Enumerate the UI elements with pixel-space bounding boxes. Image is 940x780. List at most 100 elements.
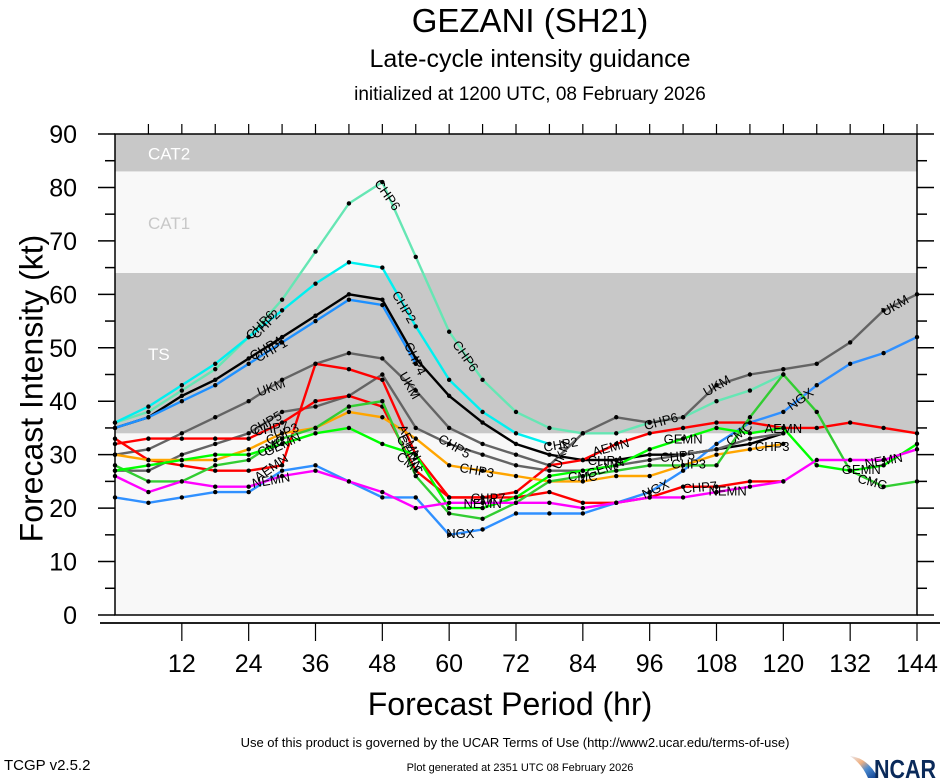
data-point xyxy=(279,436,285,441)
data-point xyxy=(279,409,285,415)
axis-ticks: 0 10 20 30 40 50 60 70 80 90 12 24 36 48 60 72 84 96 108 12… xyxy=(49,121,940,678)
x-tick-label: 132 xyxy=(829,650,871,678)
data-point xyxy=(446,393,452,399)
data-point xyxy=(313,361,318,367)
data-point xyxy=(313,425,318,431)
data-point xyxy=(847,457,853,463)
data-point xyxy=(547,441,552,447)
data-point xyxy=(747,484,753,489)
data-point xyxy=(380,356,385,361)
series-label-chp2: CHP2 xyxy=(542,434,579,455)
data-point xyxy=(279,377,285,383)
y-tick-label: 30 xyxy=(49,442,77,470)
data-point xyxy=(580,468,586,473)
x-tick-label: 60 xyxy=(435,650,463,678)
data-point xyxy=(146,404,151,409)
data-point xyxy=(346,479,352,484)
x-tick-label: 12 xyxy=(168,650,196,678)
data-point xyxy=(580,457,586,463)
data-point xyxy=(279,308,285,313)
y-axis-label: Forecast Intensity (kt) xyxy=(13,234,50,543)
data-point xyxy=(513,441,519,447)
data-point xyxy=(480,527,485,532)
data-point xyxy=(513,409,519,415)
data-point xyxy=(179,457,185,463)
series-label-chp3: CHP3 xyxy=(459,460,496,481)
data-point xyxy=(781,479,786,484)
data-point xyxy=(146,463,151,468)
data-point xyxy=(380,399,385,404)
data-point xyxy=(346,409,352,415)
y-tick-label: 0 xyxy=(63,602,77,630)
x-axis-label: Forecast Period (hr) xyxy=(367,686,653,722)
data-point xyxy=(881,308,886,313)
data-point xyxy=(346,292,352,297)
data-point xyxy=(647,473,652,479)
series-label-nemn: NEMN xyxy=(864,450,904,471)
data-point xyxy=(814,457,819,463)
data-point xyxy=(580,479,586,484)
series-label-chp4: CHP4 xyxy=(588,453,623,468)
data-point xyxy=(714,399,719,404)
data-point xyxy=(146,436,151,441)
data-point xyxy=(781,441,786,447)
ncar-logo: NCAR xyxy=(850,754,936,780)
data-point xyxy=(413,388,418,393)
data-point xyxy=(146,409,151,415)
data-point xyxy=(781,425,786,431)
series-lines xyxy=(112,179,920,538)
data-point xyxy=(714,382,719,388)
data-point xyxy=(480,516,485,521)
data-point xyxy=(647,495,652,500)
data-point xyxy=(680,415,686,420)
data-point xyxy=(313,463,318,468)
x-tick-label: 144 xyxy=(896,650,938,678)
data-point xyxy=(513,452,519,457)
series-label-nemn: NEMN xyxy=(708,483,746,498)
series-labels: CHP6CHP6CHP6CHP6CHP2CHP2CHP2CHP4CHP4CHP4… xyxy=(243,176,912,541)
data-point xyxy=(647,489,652,495)
data-point xyxy=(413,324,418,329)
series-label-cmc: CMC xyxy=(568,469,598,484)
data-point xyxy=(647,431,652,436)
x-tick-label: 48 xyxy=(368,650,396,678)
chart-title: GEZANI (SH21) xyxy=(411,2,649,39)
data-point xyxy=(179,393,185,399)
data-point xyxy=(279,431,285,436)
data-point xyxy=(814,463,819,468)
data-point xyxy=(881,484,886,489)
data-point xyxy=(213,463,218,468)
series-line-chp1 xyxy=(114,298,417,430)
series-label-nemn: NEMN xyxy=(251,469,291,490)
data-point xyxy=(814,409,819,415)
data-point xyxy=(279,463,285,468)
data-point xyxy=(413,452,418,457)
data-point xyxy=(380,415,385,420)
series-label-ngx: NGX xyxy=(446,526,475,541)
data-point xyxy=(146,415,151,420)
data-point xyxy=(346,297,352,302)
data-point xyxy=(446,495,452,500)
data-point xyxy=(814,425,819,431)
data-point xyxy=(547,500,552,505)
x-tick-label: 72 xyxy=(502,650,530,678)
data-point xyxy=(580,431,586,436)
data-point xyxy=(246,431,251,436)
data-point xyxy=(614,415,619,420)
data-point xyxy=(446,377,452,383)
data-point xyxy=(781,409,786,415)
data-point xyxy=(614,463,619,468)
data-point xyxy=(680,452,686,457)
chart-subtitle: Late-cycle intensity guidance xyxy=(369,45,691,73)
data-point xyxy=(413,254,418,260)
data-point xyxy=(847,468,853,473)
data-point xyxy=(213,436,218,441)
data-point xyxy=(547,511,552,516)
data-point xyxy=(714,484,719,489)
data-point xyxy=(446,463,452,468)
y-tick-label: 10 xyxy=(49,549,77,577)
data-point xyxy=(246,489,251,495)
data-point xyxy=(847,420,853,425)
data-point xyxy=(213,452,218,457)
